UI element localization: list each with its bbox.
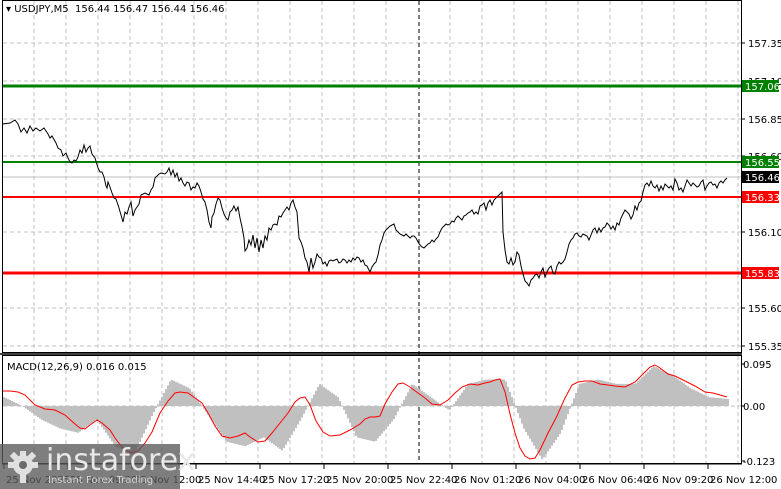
price-tick-label: 156.85 bbox=[748, 115, 781, 126]
price-level-tag: 156.46 bbox=[742, 171, 780, 184]
macd-axis[interactable]: 0.095 0.00 -0.123 bbox=[741, 360, 775, 468]
price-level-tag: 155.83 bbox=[742, 267, 780, 280]
time-tick-label: 26 Nov 06:40 bbox=[582, 475, 649, 486]
time-tick-label: 25 Nov 22:40 bbox=[390, 475, 457, 486]
price-tick-label: 156.10 bbox=[748, 228, 781, 239]
price-tick-label: 155.35 bbox=[748, 342, 781, 353]
watermark-brand: instaforex bbox=[46, 443, 196, 478]
macd-histogram bbox=[3, 366, 729, 460]
time-tick-label: 26 Nov 01:20 bbox=[454, 475, 521, 486]
time-tick-label: 26 Nov 09:20 bbox=[646, 475, 713, 486]
ohlc-values: 156.44 156.47 156.44 156.46 bbox=[74, 4, 225, 15]
price-axis[interactable]: 157.35157.10156.85156.60156.10155.60155.… bbox=[741, 39, 781, 353]
svg-text:155.83: 155.83 bbox=[745, 269, 780, 280]
symbol-label: USDJPY,M5 bbox=[14, 4, 69, 15]
price-tick-label: 157.35 bbox=[748, 39, 781, 50]
price-line bbox=[2, 119, 728, 288]
svg-text:156.55: 156.55 bbox=[745, 158, 780, 169]
price-level-tag: 156.33 bbox=[742, 191, 780, 204]
price-level-tag: 157.06 bbox=[742, 80, 780, 93]
time-tick-label: 25 Nov 17:20 bbox=[262, 475, 329, 486]
macd-tick-label: -0.123 bbox=[743, 457, 775, 468]
svg-text:156.46: 156.46 bbox=[745, 173, 780, 184]
time-tick-label: 26 Nov 12:00 bbox=[710, 475, 777, 486]
gear-logo-icon bbox=[8, 451, 38, 483]
time-tick-label: 26 Nov 04:00 bbox=[518, 475, 585, 486]
time-tick-label: 25 Nov 20:00 bbox=[326, 475, 393, 486]
macd-indicator-title: MACD(12,26,9) 0.016 0.015 bbox=[7, 362, 147, 373]
macd-vertical-gridlines bbox=[33, 356, 739, 463]
price-panel-border bbox=[2, 0, 742, 353]
price-panel[interactable] bbox=[2, 1, 741, 464]
watermark-tagline: Instant Forex Trading bbox=[48, 475, 154, 486]
svg-text:157.06: 157.06 bbox=[745, 82, 780, 93]
instaforex-watermark: instaforex Instant Forex Trading bbox=[0, 444, 195, 489]
macd-panel[interactable] bbox=[3, 356, 741, 463]
macd-tick-label: 0.095 bbox=[743, 360, 772, 371]
collapse-triangle-icon[interactable]: ▾ bbox=[6, 4, 12, 15]
horizontal-gridlines bbox=[3, 42, 741, 347]
price-tick-label: 155.60 bbox=[748, 304, 781, 315]
chart-title: ▾ USDJPY,M5 156.44 156.47 156.44 156.46 bbox=[6, 4, 224, 15]
svg-text:156.33: 156.33 bbox=[745, 193, 780, 204]
price-level-tag: 156.55 bbox=[742, 156, 780, 169]
time-tick-label: 25 Nov 14:40 bbox=[198, 475, 265, 486]
macd-tick-label: 0.00 bbox=[743, 402, 765, 413]
